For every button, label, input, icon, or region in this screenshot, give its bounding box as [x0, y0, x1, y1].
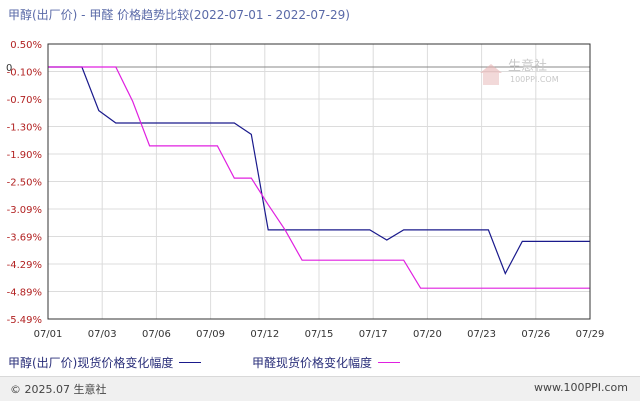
y-tick-label: -0.70% [7, 95, 42, 106]
legend-item-formaldehyde: 甲醛现货价格变化幅度 [252, 354, 401, 371]
y-tick-label: -4.29% [7, 260, 42, 271]
series-line-methanol [48, 66, 590, 275]
legend-item-methanol: 甲醇(出厂价)现货价格变化幅度 [8, 354, 202, 371]
x-tick-label: 07/03 [88, 329, 117, 340]
zero-line-label: 0 [6, 63, 12, 74]
watermark-name: 生意社 [508, 58, 547, 74]
y-tick-label: -0.10% [7, 68, 42, 79]
footer-copyright: © 2025.07 生意社 [10, 383, 107, 396]
legend-label-methanol: 甲醇(出厂价)现货价格变化幅度 [8, 356, 174, 370]
x-tick-label: 07/23 [467, 329, 496, 340]
x-tick-label: 07/17 [359, 329, 388, 340]
y-tick-label: -1.90% [7, 150, 42, 161]
y-tick-label: -3.69% [7, 233, 42, 244]
footer-site-link[interactable]: www.100PPI.com [534, 381, 628, 394]
grid-lines [48, 44, 590, 319]
legend-label-formaldehyde: 甲醛现货价格变化幅度 [252, 356, 373, 370]
y-tick-label: -2.50% [7, 178, 42, 189]
x-tick-label: 07/15 [305, 329, 334, 340]
x-tick-label: 07/09 [196, 329, 225, 340]
y-tick-label: -1.30% [7, 123, 42, 134]
series-line-formaldehyde [48, 66, 590, 289]
x-tick-label: 07/12 [250, 329, 279, 340]
x-tick-label: 07/01 [34, 329, 63, 340]
x-tick-label: 07/06 [142, 329, 171, 340]
x-tick-label: 07/29 [576, 329, 605, 340]
series-lines [48, 66, 590, 289]
watermark-url: 100PPI.COM [510, 75, 559, 84]
chart-title: 甲醇(出厂价) - 甲醛 价格趋势比较(2022-07-01 - 2022-07… [8, 8, 350, 22]
x-tick-label: 07/20 [413, 329, 442, 340]
legend-swatch-methanol [179, 362, 202, 363]
x-tick-label: 07/26 [521, 329, 550, 340]
legend-swatch-formaldehyde [378, 362, 401, 363]
footer-bar: © 2025.07 生意社 www.100PPI.com [0, 376, 640, 401]
y-axis-ticks: 0.50% -0.10% -0.70% -1.30% -1.90% -2.50% -3.09… [7, 40, 42, 326]
y-tick-label: -3.09% [7, 205, 42, 216]
x-axis-ticks: 07/01 07/03 07/06 07/09 07/12 07/15 07/17 07/20… [34, 329, 605, 340]
watermark-logo: 生意社 100PPI.COM [480, 58, 559, 85]
y-tick-label: 0.50% [10, 40, 42, 51]
plot-border [47, 43, 591, 320]
y-tick-label: -4.89% [7, 288, 42, 299]
y-tick-label: -5.49% [7, 315, 42, 326]
